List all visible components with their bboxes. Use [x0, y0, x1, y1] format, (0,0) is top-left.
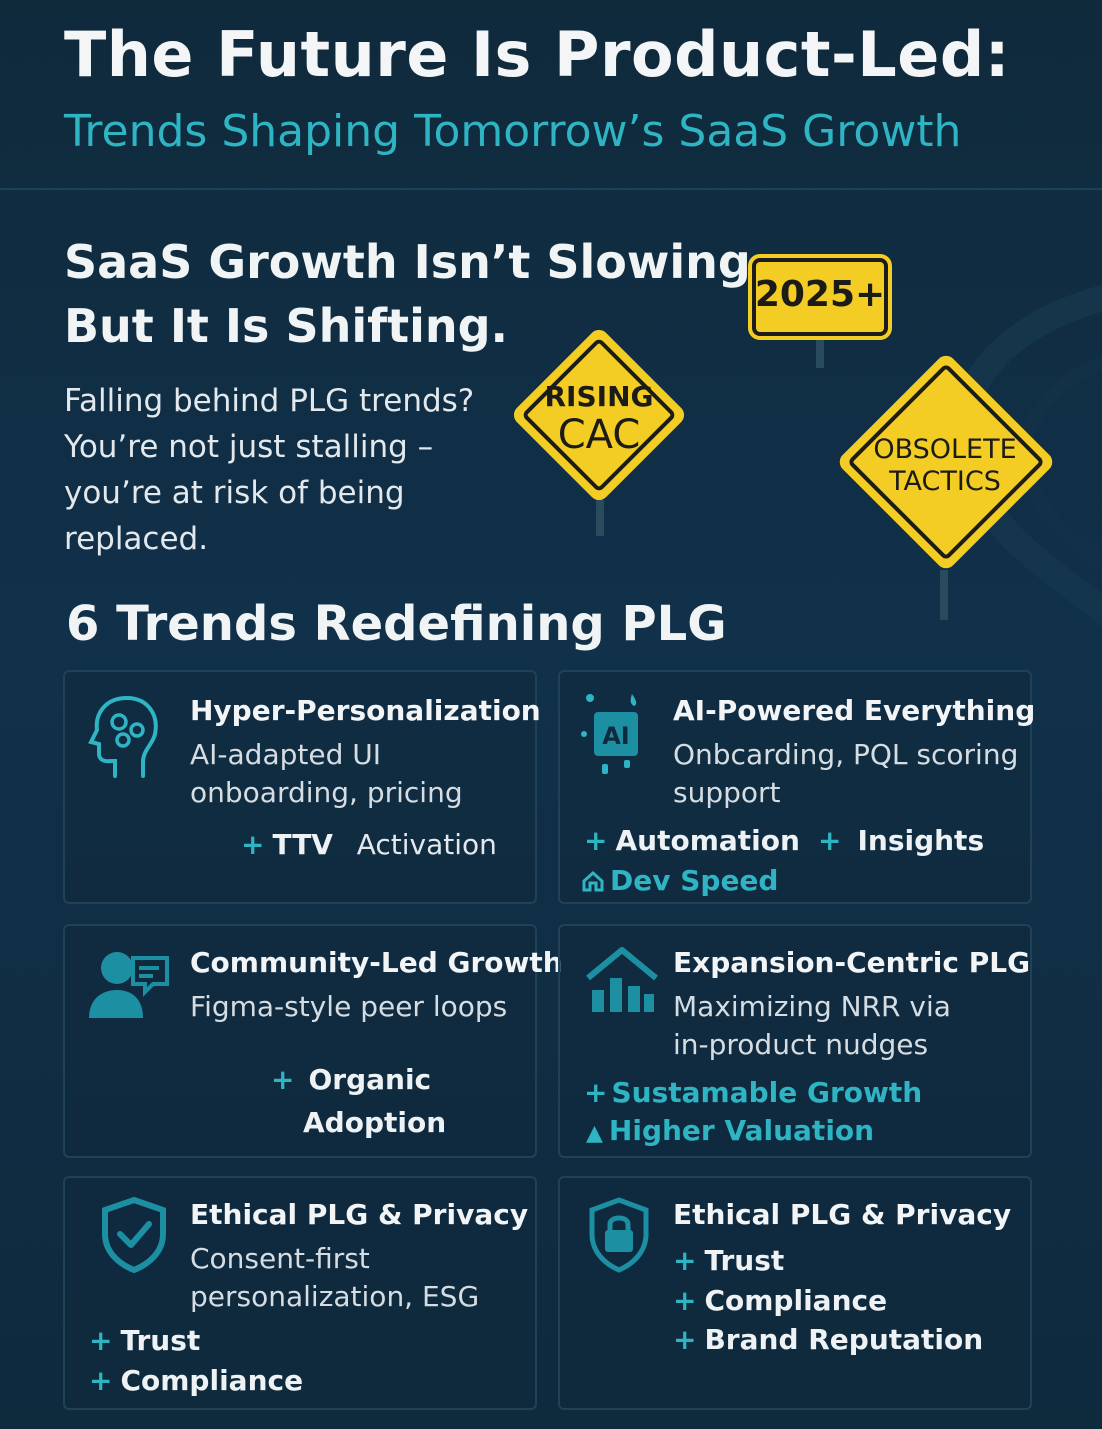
page-subtitle: Trends Shaping Tomorrow’s SaaS Growth — [64, 106, 962, 157]
trend-card-title: AI-Powered Everything — [673, 694, 1036, 727]
trends-section-title: 6 Trends Redefining PLG — [66, 596, 727, 652]
benefit-compliance: + Compliance — [89, 1364, 304, 1397]
rising-cac-sign: RISING CAC — [508, 324, 690, 536]
trend-card-desc: Onbcarding, PQL scoring support — [673, 738, 1019, 809]
trend-card-title: Expansion-Centric PLG — [673, 946, 1031, 979]
shield-check-icon — [102, 1196, 166, 1274]
benefit-activation: Activation — [356, 828, 497, 861]
obsolete-tactics-line2: TACTICS — [889, 466, 1001, 497]
trend-card-community-led: Community-Led Growth Figma-style peer lo… — [63, 924, 563, 1158]
sign-post — [596, 500, 604, 536]
benefit-trust: + Trust — [673, 1244, 785, 1277]
benefit-dev-speed: Dev Speed — [582, 864, 778, 897]
benefit-organic-adoption: + Organic Adoption — [271, 1063, 447, 1139]
svg-text:AI: AI — [602, 722, 630, 750]
benefit-brand-reputation: + Brand Reputation — [673, 1323, 984, 1356]
trend-card-desc: Figma-style peer loops — [190, 990, 508, 1023]
community-chat-icon — [89, 952, 169, 1018]
hero-headline-line1: SaaS Growth Isn’t Slowing. — [64, 235, 769, 289]
trend-card-expansion-centric: Expansion-Centric PLG Maximizing NRR via… — [558, 924, 1032, 1158]
benefit-trust: + Trust — [89, 1324, 201, 1357]
trend-card-benefit: + TTV Activation — [241, 828, 497, 861]
year-sign-board — [748, 254, 892, 340]
trend-card-ethical-plg-privacy: Ethical PLG & Privacy + Trust + Compliance… — [558, 1176, 1032, 1410]
trend-card-desc: Consent-first personalization, ESG — [190, 1242, 480, 1313]
rising-cac-line2: CAC — [557, 412, 641, 458]
ai-chip-icon: AI — [581, 694, 638, 774]
obsolete-tactics-sign: OBSOLETE TACTICS — [834, 342, 1057, 622]
trend-card-ethical-plg: Ethical PLG & Privacy Consent-first pers… — [63, 1176, 537, 1410]
sign-post — [816, 334, 824, 368]
page-title: The Future Is Product-Led: — [64, 18, 1010, 91]
trend-card-title: Community-Led Growth — [190, 946, 563, 979]
year-sign-label: 2025+ — [754, 274, 886, 315]
sign-post — [940, 570, 948, 620]
hero-intro-text: Falling behind PLG trends? You’re not ju… — [64, 383, 475, 557]
header-divider — [0, 188, 1102, 190]
benefit-higher-valuation: ▲ Higher Valuation — [586, 1114, 875, 1147]
benefit-insights: + Insights — [818, 824, 985, 857]
trend-card-ai-powered: AI AI-Powered Everything Onbcarding, PQL… — [558, 670, 1036, 904]
benefit-sustainable-growth: + Sustamable Growth — [584, 1076, 923, 1109]
trend-card-title: Ethical PLG & Privacy — [673, 1198, 1012, 1231]
head-gears-icon — [88, 696, 158, 778]
trend-card-title: Hyper-Personalization — [190, 694, 541, 727]
trend-card-desc: AI-adapted UI onboarding, pricing — [190, 738, 463, 809]
triangle-up-icon: ▲ — [586, 1121, 603, 1146]
year-sign: 2025+ — [748, 254, 892, 370]
obsolete-tactics-line1: OBSOLETE — [873, 434, 1017, 465]
shield-lock-icon — [589, 1197, 649, 1273]
hero-headline-line2: But It Is Shifting. — [64, 299, 509, 353]
rising-cac-line1: RISING — [544, 380, 654, 413]
benefit-compliance: + Compliance — [673, 1284, 888, 1317]
home-speed-icon — [582, 870, 604, 892]
benefit-automation: + Automation — [584, 824, 800, 857]
trend-card-title: Ethical PLG & Privacy — [190, 1198, 529, 1231]
trend-card-hyper-personalization: Hyper-Personalization AI-adapted UI onbo… — [63, 670, 541, 904]
trend-card-desc: Maximizing NRR via in-product nudges — [673, 990, 951, 1061]
house-growth-icon — [586, 947, 658, 1012]
hero-headline: SaaS Growth Isn’t Slowing. But It Is Shi… — [64, 230, 768, 358]
